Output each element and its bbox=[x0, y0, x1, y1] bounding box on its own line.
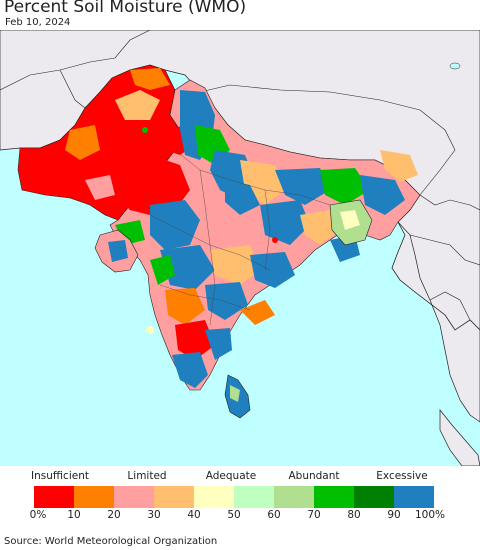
legend-tick-label: 50 bbox=[227, 509, 241, 521]
legend-tick-label: 10 bbox=[67, 509, 81, 521]
legend-category-labels: Insufficient Limited Adequate Abundant E… bbox=[0, 470, 480, 484]
region-patch bbox=[340, 210, 360, 230]
legend-category: Insufficient bbox=[31, 470, 89, 482]
legend-ticks: 0% 10 20 30 40 50 60 70 80 90 100% bbox=[0, 509, 480, 523]
region-patch bbox=[150, 200, 200, 250]
legend-category: Limited bbox=[127, 470, 167, 482]
legend-tick-label: 20 bbox=[107, 509, 121, 521]
border-line bbox=[59, 69, 86, 109]
soil-moisture-map bbox=[0, 30, 480, 466]
region-patch bbox=[250, 252, 295, 288]
region-patch bbox=[85, 175, 115, 200]
legend-swatch bbox=[194, 486, 234, 508]
region-patch bbox=[360, 175, 405, 215]
legend-swatch bbox=[234, 486, 274, 508]
border-line bbox=[409, 234, 480, 266]
region-patch bbox=[160, 245, 215, 290]
region-patch bbox=[205, 282, 248, 320]
region-dot bbox=[146, 326, 154, 334]
region-patch bbox=[165, 288, 205, 325]
legend-tick-label: 40 bbox=[187, 509, 201, 521]
region-patch bbox=[108, 240, 128, 262]
region-dot bbox=[193, 337, 203, 347]
region-dot bbox=[272, 237, 278, 243]
border-line bbox=[419, 194, 480, 211]
legend-swatch bbox=[394, 486, 434, 508]
border-line bbox=[0, 30, 151, 91]
region-patch bbox=[205, 328, 232, 360]
land-southeast-asia bbox=[391, 221, 480, 423]
legend-tick-label: 0% bbox=[29, 509, 47, 521]
region-patch bbox=[65, 125, 100, 160]
state-border bbox=[199, 169, 216, 326]
region-patch bbox=[115, 90, 160, 120]
region-patch bbox=[110, 155, 190, 215]
region-patch bbox=[320, 168, 370, 205]
legend-color-bar bbox=[34, 486, 434, 508]
region-patch bbox=[225, 180, 260, 215]
legend-swatch bbox=[74, 486, 114, 508]
legend-category: Excessive bbox=[376, 470, 428, 482]
lake bbox=[449, 62, 461, 70]
border-line bbox=[199, 84, 456, 196]
region-patch bbox=[150, 255, 175, 285]
land-malay bbox=[439, 409, 480, 466]
legend-swatch bbox=[34, 486, 74, 508]
legend-swatch bbox=[114, 486, 154, 508]
border-line bbox=[429, 291, 471, 321]
legend-tick-label: 80 bbox=[347, 509, 361, 521]
legend-swatch bbox=[354, 486, 394, 508]
legend-category: Abundant bbox=[288, 470, 340, 482]
legend-tick-label: 30 bbox=[147, 509, 161, 521]
region-patch bbox=[275, 168, 330, 205]
region-patch bbox=[130, 68, 170, 90]
source-credit: Source: World Meteorological Organizatio… bbox=[4, 536, 218, 547]
map-date: Feb 10, 2024 bbox=[5, 17, 71, 28]
state-border bbox=[264, 189, 271, 271]
region-patch bbox=[172, 352, 208, 388]
legend-tick-label: 60 bbox=[267, 509, 281, 521]
region-patch bbox=[380, 150, 418, 182]
state-border bbox=[159, 284, 251, 311]
legend-swatch bbox=[154, 486, 194, 508]
map-title: Percent Soil Moisture (WMO) bbox=[4, 0, 247, 17]
legend-tick-label: 100% bbox=[414, 509, 446, 521]
region-patch bbox=[300, 210, 340, 245]
legend-swatch bbox=[314, 486, 354, 508]
map-svg bbox=[0, 30, 480, 466]
legend-swatch bbox=[274, 486, 314, 508]
region-dot bbox=[142, 127, 148, 133]
state-border bbox=[174, 149, 331, 206]
legend-tick-label: 90 bbox=[387, 509, 401, 521]
region-patch bbox=[210, 245, 260, 285]
region-patch bbox=[260, 200, 310, 245]
region-patch bbox=[230, 385, 240, 402]
legend-tick-label: 70 bbox=[307, 509, 321, 521]
legend-category: Adequate bbox=[205, 470, 257, 482]
region-patch bbox=[240, 300, 275, 325]
